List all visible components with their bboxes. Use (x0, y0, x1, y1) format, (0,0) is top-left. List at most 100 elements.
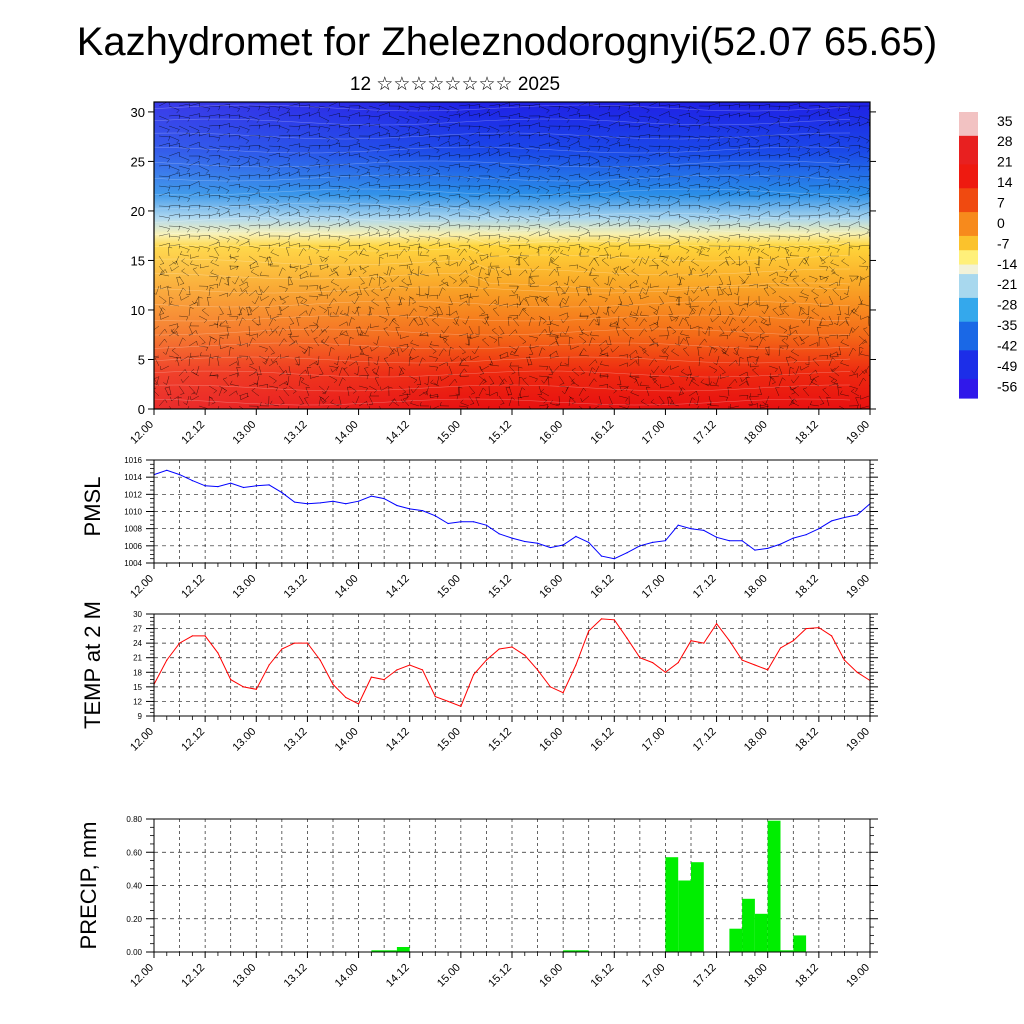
colorbar-swatch (959, 183, 978, 189)
temp-point (856, 671, 858, 673)
temp-xtick-label: 12.12 (179, 726, 207, 754)
temp-point (741, 659, 743, 661)
precip-xtick-label: 15.00 (435, 962, 463, 990)
temp-point (690, 640, 692, 642)
temp-point (600, 618, 603, 620)
pmsl-point (166, 469, 168, 471)
cs-xtick-label: 14.12 (384, 419, 412, 447)
colorbar-swatch (959, 159, 978, 166)
cs-ytick-label: 25 (131, 154, 145, 169)
colorbar-swatch (959, 355, 978, 361)
colorbar-swatch (959, 197, 978, 204)
pmsl-point (779, 543, 782, 545)
chart-title: Kazhydromet for Zheleznodorognyi(52.07 6… (77, 20, 938, 64)
colorbar-swatch (959, 212, 978, 218)
pmsl-xtick-label: 13.12 (282, 573, 310, 601)
colorbar-swatch (959, 112, 978, 118)
temp-point (242, 686, 245, 688)
precip-xtick-label: 14.12 (384, 962, 412, 990)
temp-point (754, 664, 756, 666)
pmsl-point (600, 555, 603, 557)
colorbar-label: 14 (997, 174, 1013, 190)
temp-point (664, 671, 667, 673)
temp-point (473, 674, 475, 676)
colorbar-swatch (959, 321, 978, 328)
pmsl-point (191, 480, 193, 482)
temp-point (575, 664, 577, 666)
cs-xtick-label: 17.12 (691, 419, 719, 447)
pmsl-point (690, 528, 692, 530)
pmsl-point (345, 503, 347, 505)
colorbar-swatch (959, 331, 978, 337)
pmsl-point (524, 540, 526, 543)
colorbar-swatch (959, 326, 978, 332)
temp-point (728, 640, 730, 642)
pmsl-point (255, 485, 257, 487)
precip-xtick-label: 19.00 (844, 962, 872, 990)
pmsl-ytick-label: 1006 (124, 542, 142, 551)
colorbar-swatch (959, 202, 978, 208)
pmsl-point (230, 482, 232, 484)
cs-xtick-label: 15.12 (486, 419, 514, 447)
cs-xtick-label: 13.00 (230, 419, 258, 447)
colorbar-swatch (959, 288, 978, 294)
temp-point (434, 695, 436, 698)
temp-point (370, 676, 372, 678)
temp-point (818, 627, 820, 629)
temp-point (166, 659, 168, 661)
pmsl-point (562, 544, 564, 546)
temp-panel: 9 12 15 18 21 24 27 30 12.00 12.12 13.00 13.12 14.00… (80, 601, 878, 754)
precip-bar (563, 950, 576, 952)
colorbar-swatch (959, 173, 978, 180)
precip-bar (396, 947, 410, 952)
pmsl-point (549, 546, 551, 549)
colorbar-swatch (959, 378, 978, 385)
pmsl-point (639, 545, 641, 547)
temp-xtick-label: 12.00 (128, 726, 156, 754)
pmsl-point (767, 547, 769, 550)
colorbar-label: 7 (997, 194, 1005, 210)
pmsl-xtick-label: 18.12 (793, 573, 821, 601)
temp-point (805, 627, 807, 630)
cs-ytick-label: 10 (131, 303, 145, 318)
cs-xtick-label: 19.00 (844, 419, 872, 447)
temp-xtick-label: 19.00 (844, 726, 872, 754)
temp-xtick-label: 17.12 (691, 726, 719, 754)
temp-point (191, 635, 193, 637)
temp-point (345, 696, 347, 699)
temp-point (230, 678, 232, 681)
pmsl-xtick-label: 16.12 (588, 573, 616, 601)
temp-point (281, 648, 283, 650)
pmsl-xtick-label: 15.12 (486, 573, 514, 601)
colorbar-swatch (959, 312, 978, 318)
temp-point (357, 703, 360, 705)
precip-bar (793, 935, 807, 952)
precip-bar (384, 950, 397, 952)
precip-xtick-label: 18.12 (793, 962, 821, 990)
temp-point (792, 640, 794, 642)
pmsl-ytick-label: 1012 (124, 490, 142, 499)
precip-xtick-label: 17.12 (691, 962, 719, 990)
temp-point (524, 654, 526, 656)
pmsl-point (626, 552, 628, 554)
pmsl-point (294, 501, 296, 503)
pmsl-xtick-label: 12.00 (128, 573, 156, 601)
temp-xtick-label: 17.00 (640, 726, 668, 754)
pmsl-point (447, 522, 449, 525)
temp-point (396, 669, 398, 671)
precip-xtick-label: 13.12 (282, 962, 310, 990)
pmsl-point (357, 500, 360, 502)
temp-point (536, 669, 539, 671)
colorbar-swatch (959, 274, 978, 280)
colorbar-swatch (959, 336, 978, 342)
temp-ytick-label: 9 (138, 712, 143, 721)
temp-point (549, 686, 551, 688)
colorbar-swatch (959, 283, 978, 289)
pmsl-xtick-label: 17.00 (640, 573, 668, 601)
colorbar-label: -28 (997, 297, 1017, 313)
colorbar-swatch (959, 297, 978, 304)
colorbar-swatch (959, 359, 978, 366)
colorbar-swatch (959, 316, 978, 323)
cs-xtick-label: 18.00 (742, 419, 770, 447)
colorbar-swatch (959, 216, 978, 223)
